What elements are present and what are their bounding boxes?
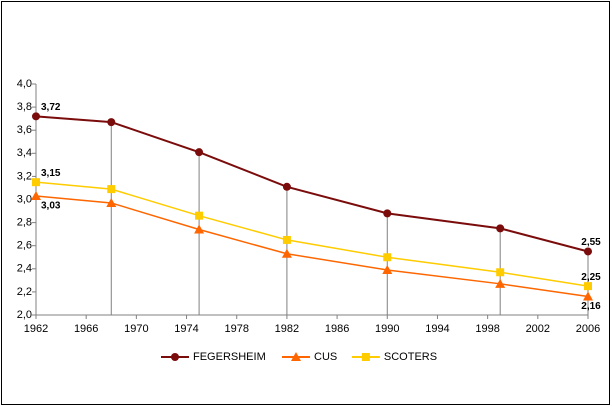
y-tick-label: 2,8 [17,217,32,229]
x-tick-label: 1970 [124,323,148,335]
x-tick-label: 1982 [275,323,299,335]
legend-label: FEGERSHEIM [193,351,266,363]
x-tick-label: 2002 [526,323,550,335]
y-tick-label: 3,8 [17,101,32,113]
marker [107,118,116,127]
x-tick-label: 1978 [224,323,248,335]
marker [281,248,292,258]
marker [107,185,116,194]
y-tick-label: 3,4 [17,147,32,159]
y-tick-label: 3,6 [17,124,32,136]
marker [361,353,370,361]
data-label: 2,16 [581,301,601,312]
marker [383,253,392,262]
marker [282,235,291,244]
x-tick-label: 1974 [174,323,198,335]
marker [32,178,40,187]
y-tick-label: 2,2 [17,286,32,298]
marker [496,224,505,233]
y-tick-label: 3,2 [17,170,32,182]
x-tick-label: 1986 [325,323,349,335]
data-label: 2,25 [581,272,601,283]
marker [495,278,506,288]
x-tick-label: 1994 [425,323,449,335]
marker [382,264,393,274]
legend-label: CUS [314,351,337,363]
marker [584,247,592,256]
data-label: 2,55 [581,237,601,248]
marker [194,224,205,234]
y-tick-label: 4,0 [17,78,32,90]
marker [496,268,505,277]
data-label: 3,72 [41,102,61,113]
x-tick-label: 1990 [375,323,399,335]
marker [31,191,41,201]
marker [584,282,592,291]
y-tick-label: 3,0 [17,193,32,205]
marker [32,112,40,121]
data-label: 3,15 [41,168,61,179]
y-tick-label: 2,4 [17,263,32,275]
marker [195,211,204,220]
marker [195,148,204,157]
marker [171,353,179,361]
marker [383,209,392,218]
marker [282,182,291,191]
y-tick-label: 2,6 [17,240,32,252]
marker [583,291,593,301]
x-tick-label: 2006 [576,323,600,335]
legend-label: SCOTERS [384,351,437,363]
marker [106,197,117,207]
x-tick-label: 1962 [24,323,48,335]
marker [291,352,301,361]
y-tick-label: 2,0 [17,309,32,321]
x-tick-label: 1966 [74,323,98,335]
data-label: 3,03 [41,201,61,212]
x-tick-label: 1998 [475,323,499,335]
